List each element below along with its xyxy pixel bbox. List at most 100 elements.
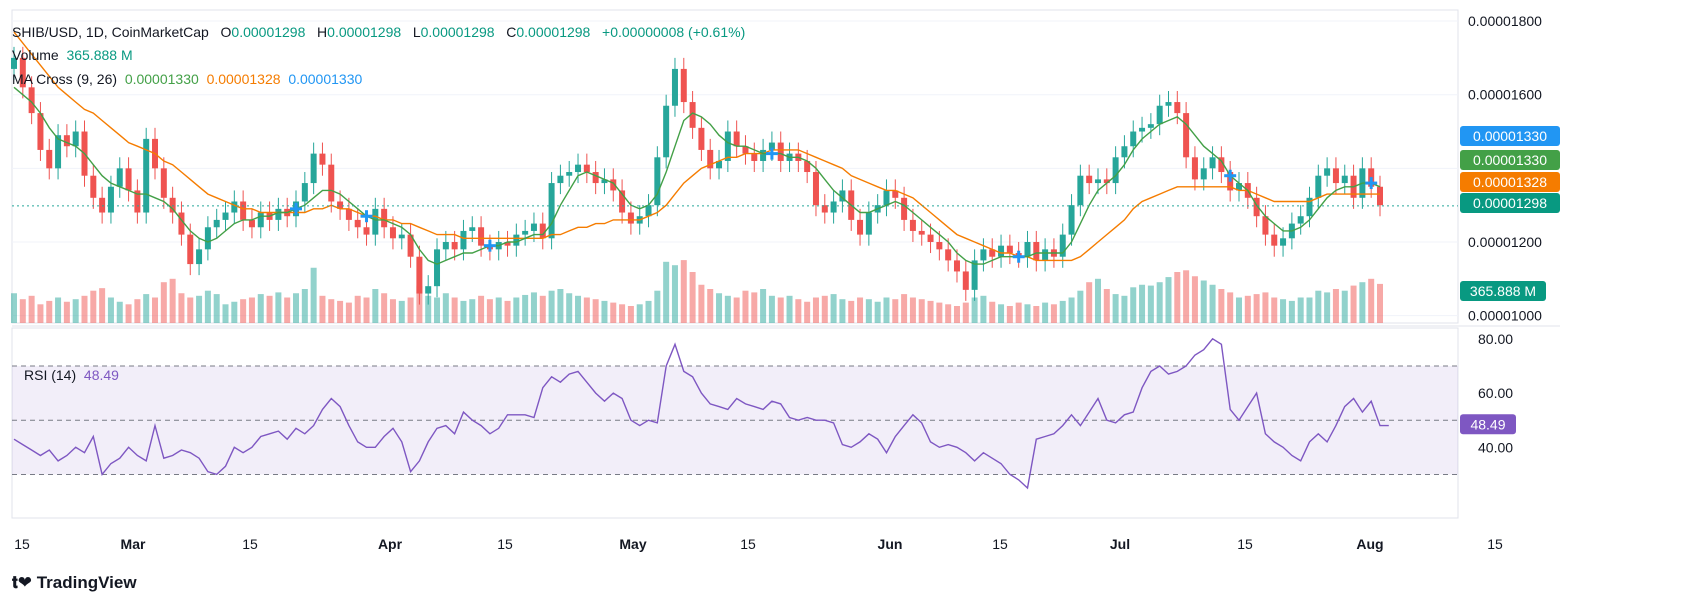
candle-body [918, 230, 925, 235]
volume-bar [169, 278, 176, 323]
rsi-value: 48.49 [83, 367, 119, 383]
candle-body [116, 168, 123, 187]
symbol-label[interactable]: SHIB/USD, 1D, CoinMarketCap [12, 24, 209, 40]
tradingview-logo[interactable]: 𝐭❤ TradingView [12, 573, 137, 593]
volume-bar [1350, 285, 1357, 323]
time-tick-label: Jun [878, 536, 903, 552]
candle-body [1165, 102, 1172, 106]
volume-bar [1103, 289, 1110, 323]
volume-label: Volume [12, 47, 59, 63]
volume-bar [1359, 282, 1366, 323]
volume-bar [310, 267, 317, 323]
candle-body [460, 230, 467, 250]
volume-bar [1015, 302, 1022, 323]
volume-bar [909, 297, 916, 323]
volume-bar [345, 302, 352, 323]
candle-body [143, 138, 150, 213]
volume-bar [1156, 282, 1163, 323]
rsi-band [12, 365, 1458, 475]
candle-body [619, 190, 626, 213]
candle-body [654, 157, 661, 206]
candle-body [1315, 175, 1322, 198]
volume-bar [566, 293, 573, 323]
candle-body [504, 241, 511, 246]
candle-body [1377, 186, 1383, 206]
volume-bar [187, 297, 194, 323]
volume-bar [557, 289, 564, 323]
candle-body [716, 160, 723, 169]
candle-body [601, 179, 608, 184]
volume-bar [751, 292, 758, 323]
candle-body [99, 197, 106, 213]
volume-bar [830, 294, 837, 323]
candle-body [530, 223, 537, 231]
volume-bar [99, 288, 106, 323]
volume-bar [222, 304, 229, 323]
volume-bar [63, 301, 70, 323]
time-tick-label: 15 [1487, 536, 1503, 552]
volume-bar [398, 300, 405, 323]
ma-legend[interactable]: MA Cross (9, 26) 0.00001330 0.00001328 0… [12, 71, 362, 87]
volume-bar [178, 293, 185, 323]
volume-bar [768, 295, 775, 323]
candle-body [434, 249, 441, 287]
volume-bar [1174, 272, 1181, 323]
volume-bar [1191, 276, 1198, 323]
price-badge [1460, 126, 1560, 146]
ma-cross-marker [360, 210, 373, 223]
volume-bar [442, 293, 449, 323]
volume-bar [575, 295, 582, 323]
candle-body [37, 113, 44, 150]
volume-badge [1460, 281, 1546, 301]
volume-bar [998, 304, 1005, 323]
volume-bar [81, 295, 88, 323]
volume-bar [654, 290, 661, 323]
volume-bar [583, 297, 590, 323]
ma-label: MA Cross (9, 26) [12, 71, 118, 87]
volume-bar [839, 299, 846, 323]
candle-body [301, 183, 308, 202]
volume-bar [160, 282, 167, 323]
volume-bar [37, 304, 44, 323]
candle-body [901, 197, 908, 220]
volume-bar [1068, 297, 1075, 323]
candle-body [1024, 241, 1031, 257]
volume-legend[interactable]: Volume 365.888 M [12, 47, 133, 63]
candle-body [1156, 105, 1163, 125]
volume-bar [107, 297, 114, 323]
ma-fast-line [13, 86, 1381, 265]
volume-bar [363, 297, 370, 323]
candle-body [689, 102, 696, 128]
candle-body [1262, 216, 1269, 235]
volume-bar [1368, 278, 1375, 323]
candle-body [936, 241, 943, 250]
candle-body [1121, 146, 1128, 158]
candle-body [328, 164, 335, 202]
candle-body [257, 212, 264, 228]
volume-bar [724, 295, 731, 323]
volume-bar [301, 289, 308, 323]
ma-slow-value: 0.00001328 [206, 71, 281, 87]
candle-body [354, 219, 361, 228]
volume-bar [486, 299, 493, 323]
candle-body [310, 153, 317, 184]
candle-body [425, 286, 432, 294]
volume-bar [936, 302, 943, 323]
candle-body [821, 205, 828, 213]
candle-body [319, 153, 326, 165]
candle-body [1059, 234, 1066, 257]
volume-bar [134, 299, 141, 323]
rsi-legend[interactable]: RSI (14) 48.49 [24, 367, 119, 383]
volume-bar [72, 299, 79, 323]
volume-bar [1147, 285, 1154, 323]
candle-body [945, 249, 952, 261]
candle-body [566, 172, 573, 176]
candle-body [134, 190, 141, 213]
candle-body [63, 135, 70, 147]
volume-bar [125, 304, 132, 323]
candle-body [909, 219, 916, 231]
volume-bar [293, 293, 300, 323]
volume-bar [1341, 290, 1348, 323]
volume-bar [857, 297, 864, 323]
